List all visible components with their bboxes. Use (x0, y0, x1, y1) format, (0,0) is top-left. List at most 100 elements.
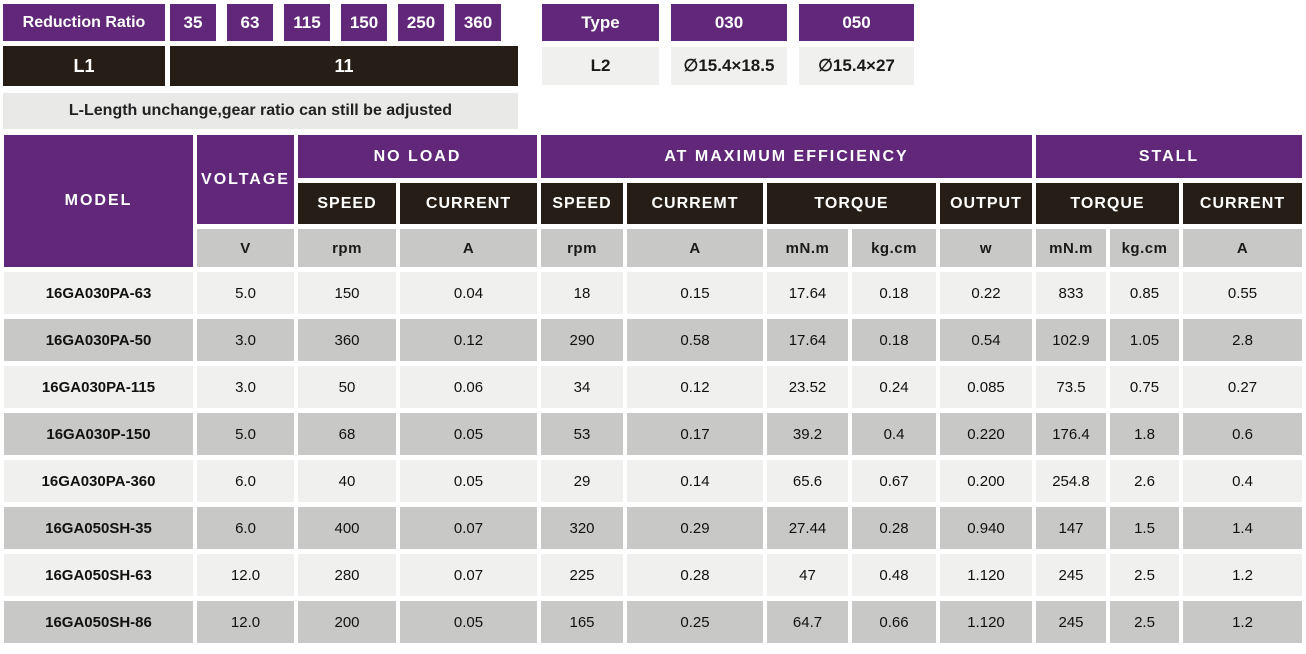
value-cell: 0.04 (400, 272, 537, 314)
table-row: 16GA030PA-50 3.0 360 0.12 290 0.58 17.64 0.18 0.… (4, 319, 1302, 361)
value-cell: 18 (541, 272, 623, 314)
value-cell: 225 (541, 554, 623, 596)
value-cell: 73.5 (1036, 366, 1106, 408)
l1-label-cell: L1 (3, 46, 165, 86)
ratio-value-cell: 360 (455, 4, 501, 41)
value-cell: 0.07 (400, 554, 537, 596)
unit-cell: V (197, 229, 294, 267)
value-cell: 0.200 (940, 460, 1032, 502)
value-cell: 0.18 (852, 272, 936, 314)
table-row: 16GA050SH-63 12.0 280 0.07 225 0.28 47 0.48 1.12… (4, 554, 1302, 596)
value-cell: 0.28 (627, 554, 763, 596)
value-cell: 2.8 (1183, 319, 1302, 361)
table-row: 16GA030PA-115 3.0 50 0.06 34 0.12 23.52 0.24 0.0… (4, 366, 1302, 408)
value-cell: 3.0 (197, 319, 294, 361)
value-cell: 2.6 (1110, 460, 1179, 502)
value-cell: 2.5 (1110, 554, 1179, 596)
unit-cell: rpm (298, 229, 396, 267)
table-row: 16GA030P-150 5.0 68 0.05 53 0.17 39.2 0.4 0.220 1… (4, 413, 1302, 455)
value-cell: 102.9 (1036, 319, 1106, 361)
l2-value-cell: ∅15.4×27 (799, 47, 914, 85)
value-cell: 254.8 (1036, 460, 1106, 502)
spec-table: MODEL VOLTAGE NO LOAD AT MAXIMUM EFFICIE… (0, 130, 1306, 648)
note-bar: L-Length unchange,gear ratio can still b… (3, 93, 518, 129)
model-cell: 16GA030PA-115 (4, 366, 193, 408)
value-cell: 0.24 (852, 366, 936, 408)
value-cell: 17.64 (767, 272, 848, 314)
value-cell: 50 (298, 366, 396, 408)
group-header-stall: STALL (1036, 135, 1302, 178)
reduction-ratio-table: Reduction Ratio 35 63 115 150 250 360 L1… (3, 4, 518, 129)
value-cell: 0.85 (1110, 272, 1179, 314)
ratio-value-cell: 150 (341, 4, 387, 41)
subheader-me-current: CURREMT (627, 183, 763, 224)
value-cell: 1.2 (1183, 601, 1302, 643)
subheader-noload-speed: SPEED (298, 183, 396, 224)
model-cell: 16GA030PA-50 (4, 319, 193, 361)
value-cell: 1.120 (940, 601, 1032, 643)
model-cell: 16GA030PA-63 (4, 272, 193, 314)
unit-cell: mN.m (1036, 229, 1106, 267)
unit-cell: w (940, 229, 1032, 267)
subheader-me-torque: TORQUE (767, 183, 936, 224)
reduction-ratio-label: Reduction Ratio (3, 4, 165, 41)
subheader-me-speed: SPEED (541, 183, 623, 224)
value-cell: 0.4 (852, 413, 936, 455)
value-cell: 0.29 (627, 507, 763, 549)
value-cell: 147 (1036, 507, 1106, 549)
type-table: Type 030 050 L2 ∅15.4×18.5 ∅15.4×27 (542, 4, 914, 85)
value-cell: 0.05 (400, 601, 537, 643)
value-cell: 0.14 (627, 460, 763, 502)
value-cell: 0.940 (940, 507, 1032, 549)
subheader-me-output: OUTPUT (940, 183, 1032, 224)
ratio-value-cell: 63 (227, 4, 273, 41)
group-header-noload: NO LOAD (298, 135, 537, 178)
l1-row: L1 11 (3, 46, 518, 86)
model-cell: 16GA030P-150 (4, 413, 193, 455)
model-cell: 16GA050SH-86 (4, 601, 193, 643)
value-cell: 1.4 (1183, 507, 1302, 549)
value-cell: 833 (1036, 272, 1106, 314)
unit-cell: A (1183, 229, 1302, 267)
l1-value-cell: 11 (170, 46, 518, 86)
unit-cell: A (400, 229, 537, 267)
value-cell: 12.0 (197, 601, 294, 643)
value-cell: 12.0 (197, 554, 294, 596)
value-cell: 0.220 (940, 413, 1032, 455)
value-cell: 29 (541, 460, 623, 502)
type-030-cell: 030 (671, 4, 787, 41)
value-cell: 47 (767, 554, 848, 596)
ratio-value-cell: 115 (284, 4, 330, 41)
value-cell: 1.120 (940, 554, 1032, 596)
value-cell: 0.67 (852, 460, 936, 502)
unit-cell: mN.m (767, 229, 848, 267)
model-header: MODEL (4, 135, 193, 267)
model-cell: 16GA030PA-360 (4, 460, 193, 502)
value-cell: 0.05 (400, 413, 537, 455)
value-cell: 320 (541, 507, 623, 549)
model-cell: 16GA050SH-63 (4, 554, 193, 596)
value-cell: 53 (541, 413, 623, 455)
value-cell: 0.48 (852, 554, 936, 596)
model-cell: 16GA050SH-35 (4, 507, 193, 549)
value-cell: 0.05 (400, 460, 537, 502)
value-cell: 0.66 (852, 601, 936, 643)
unit-cell: kg.cm (852, 229, 936, 267)
value-cell: 280 (298, 554, 396, 596)
value-cell: 176.4 (1036, 413, 1106, 455)
value-cell: 200 (298, 601, 396, 643)
value-cell: 39.2 (767, 413, 848, 455)
value-cell: 0.18 (852, 319, 936, 361)
units-row: V rpm A rpm A mN.m kg.cm w mN.m kg.cm A (4, 229, 1302, 267)
ratio-value-cell: 35 (170, 4, 216, 41)
type-050-cell: 050 (799, 4, 914, 41)
value-cell: 1.2 (1183, 554, 1302, 596)
value-cell: 1.8 (1110, 413, 1179, 455)
group-header-row: MODEL VOLTAGE NO LOAD AT MAXIMUM EFFICIE… (4, 135, 1302, 267)
value-cell: 40 (298, 460, 396, 502)
reduction-ratio-header-row: Reduction Ratio 35 63 115 150 250 360 (3, 4, 518, 41)
value-cell: 68 (298, 413, 396, 455)
type-header-row: Type 030 050 (542, 4, 914, 41)
value-cell: 5.0 (197, 272, 294, 314)
value-cell: 0.22 (940, 272, 1032, 314)
